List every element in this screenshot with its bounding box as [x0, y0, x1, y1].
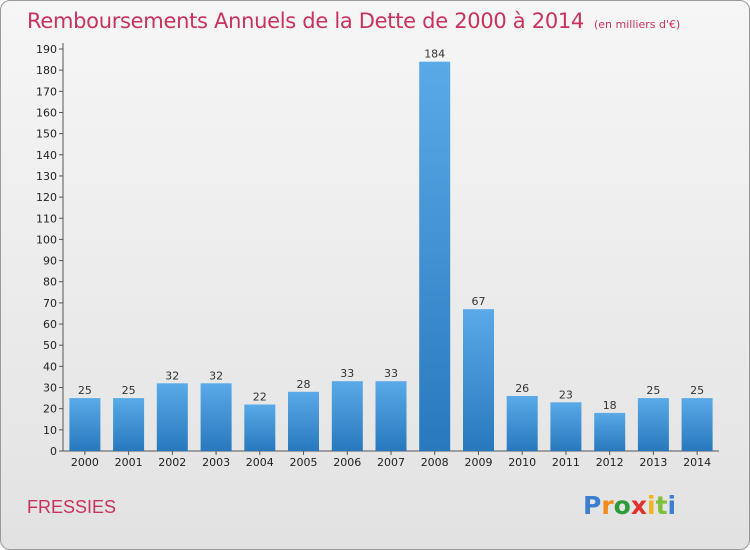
bar-value-label: 33 [384, 367, 398, 380]
x-tick-label: 2000 [71, 456, 99, 469]
bar [375, 381, 407, 451]
bar [594, 412, 626, 451]
bar-value-label: 28 [297, 378, 311, 391]
y-tick-label: 0 [50, 445, 57, 458]
y-tick-label: 40 [43, 360, 57, 373]
bar [550, 402, 582, 451]
bar-value-label: 25 [78, 384, 92, 397]
bar [637, 398, 669, 451]
y-tick-label: 170 [36, 85, 57, 98]
x-tick-label: 2007 [377, 456, 405, 469]
bar-value-label: 23 [559, 388, 573, 401]
bar [113, 398, 145, 451]
bar [69, 398, 101, 451]
bar [681, 398, 713, 451]
y-tick-label: 110 [36, 212, 57, 225]
y-tick-label: 100 [36, 233, 57, 246]
x-tick-label: 2013 [639, 456, 667, 469]
x-tick-label: 2005 [290, 456, 318, 469]
logo-letter: r [601, 491, 614, 520]
y-tick-label: 60 [43, 318, 57, 331]
x-tick-label: 2001 [115, 456, 143, 469]
chart-title: Remboursements Annuels de la Dette de 20… [27, 9, 680, 33]
bar [288, 391, 319, 451]
bar-value-label: 26 [515, 382, 529, 395]
y-tick-label: 70 [43, 297, 57, 310]
y-tick-label: 160 [36, 106, 57, 119]
y-tick-label: 90 [43, 255, 57, 268]
commune-name: FRESSIES [27, 497, 117, 517]
y-tick-label: 180 [36, 64, 57, 77]
y-tick-label: 130 [36, 170, 57, 183]
bar-value-label: 22 [253, 391, 267, 404]
y-tick-label: 30 [43, 382, 57, 395]
bar [506, 396, 538, 451]
bar-value-label: 25 [122, 384, 136, 397]
y-tick-label: 140 [36, 149, 57, 162]
logo-letter: o [613, 491, 631, 520]
y-tick-label: 150 [36, 128, 57, 141]
bar-value-label: 18 [603, 399, 617, 412]
bar-value-label: 67 [472, 295, 486, 308]
x-tick-label: 2003 [202, 456, 230, 469]
logo-letter: t [655, 491, 668, 520]
bar-value-label: 32 [165, 369, 179, 382]
chart-subtitle: (en milliers d'€) [594, 18, 681, 31]
bar-value-label: 33 [340, 367, 354, 380]
y-tick-label: 190 [36, 43, 57, 56]
bar-value-label: 25 [690, 384, 704, 397]
bar [331, 381, 363, 451]
bar [156, 383, 188, 451]
logo-letter: P [583, 491, 602, 520]
bar [244, 404, 276, 451]
y-tick-label: 120 [36, 191, 57, 204]
logo-letter: i [667, 491, 677, 520]
x-tick-label: 2002 [158, 456, 186, 469]
bar [419, 61, 451, 451]
bar-value-label: 32 [209, 369, 223, 382]
logo-letter: x [630, 491, 647, 520]
y-tick-label: 20 [43, 403, 57, 416]
logo-letter: i [647, 491, 656, 520]
bar [463, 309, 494, 451]
y-tick-label: 50 [43, 339, 57, 352]
x-tick-label: 2004 [246, 456, 274, 469]
y-tick-label: 80 [43, 276, 57, 289]
x-tick-label: 2006 [333, 456, 361, 469]
x-tick-label: 2008 [421, 456, 449, 469]
x-tick-label: 2014 [683, 456, 711, 469]
y-tick-label: 10 [43, 424, 57, 437]
chart-title-text: Remboursements Annuels de la Dette de 20… [27, 9, 584, 33]
x-tick-label: 2010 [508, 456, 536, 469]
proxiti-logo: Proxiti [583, 491, 676, 520]
bar-value-label: 25 [646, 384, 660, 397]
x-tick-label: 2009 [465, 456, 493, 469]
bar [200, 383, 232, 451]
bar-value-label: 184 [424, 48, 445, 61]
x-tick-label: 2012 [596, 456, 624, 469]
x-tick-label: 2011 [552, 456, 580, 469]
